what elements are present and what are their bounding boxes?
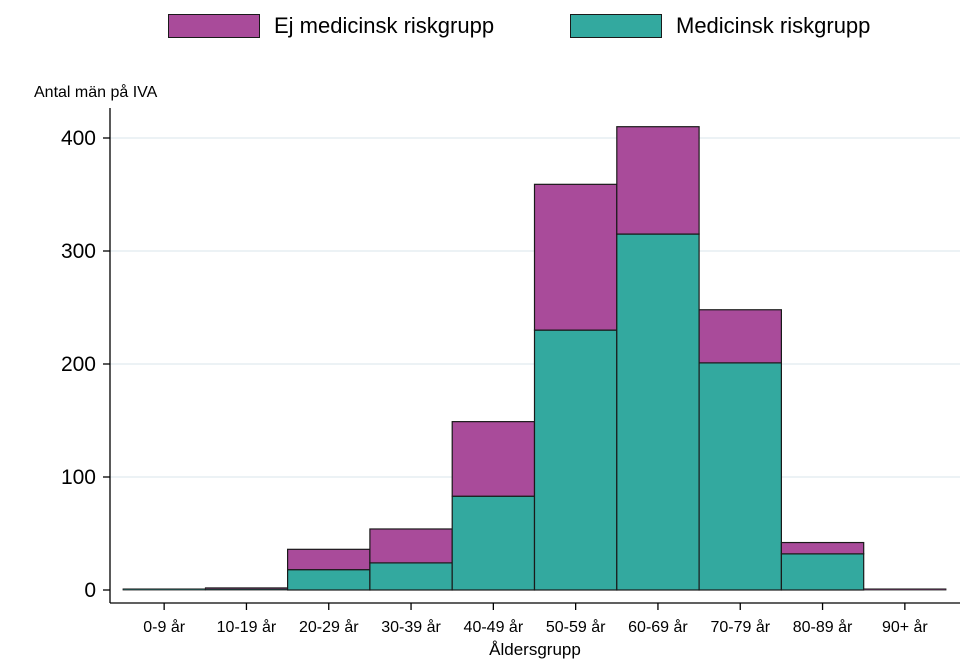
x-tick-label: 0-9 år [143, 618, 185, 636]
bar-medicinsk-8 [780, 553, 865, 591]
bar-ej-medicinsk-4 [451, 421, 536, 497]
legend-swatch-medicinsk [570, 14, 662, 38]
x-tick-label: 60-69 år [628, 618, 688, 636]
legend-label-medicinsk: Medicinsk riskgrupp [676, 13, 871, 38]
legend-swatch-ej-medicinsk [168, 14, 260, 38]
y-axis-label: Antal män på IVA [34, 84, 158, 101]
y-tick-label: 200 [61, 353, 96, 376]
x-tick-label: 70-79 år [710, 618, 770, 636]
legend: Ej medicinsk riskgrupp Medicinsk riskgru… [0, 12, 960, 42]
x-tick-label: 40-49 år [464, 618, 524, 636]
legend-item-medicinsk: Medicinsk riskgrupp [570, 12, 870, 40]
legend-label-ej-medicinsk: Ej medicinsk riskgrupp [274, 13, 495, 38]
bar-ej-medicinsk-2 [287, 548, 371, 571]
bar-ej-medicinsk-5 [533, 183, 618, 331]
bar-ej-medicinsk-9 [863, 588, 947, 591]
y-tick-label: 400 [61, 127, 96, 150]
y-tick-label: 300 [61, 240, 96, 263]
bar-ej-medicinsk-7 [698, 309, 782, 364]
bar-medicinsk-6 [616, 233, 700, 591]
bar-ej-medicinsk-3 [369, 528, 453, 564]
bar-medicinsk-3 [369, 562, 453, 591]
x-tick-label: 90+ år [882, 618, 928, 636]
x-tick-label: 10-19 år [217, 618, 277, 636]
bar-medicinsk-0 [122, 588, 206, 591]
bar-medicinsk-7 [698, 362, 782, 591]
bar-medicinsk-2 [287, 569, 371, 591]
bar-medicinsk-4 [451, 495, 536, 591]
y-tick-label: 0 [84, 579, 96, 602]
x-tick-label: 50-59 år [546, 618, 606, 636]
bar-ej-medicinsk-8 [780, 541, 865, 555]
x-axis-label: Åldersgrupp [489, 640, 581, 659]
y-tick-label: 100 [61, 466, 96, 489]
legend-item-ej-medicinsk: Ej medicinsk riskgrupp [168, 12, 494, 40]
x-tick-label: 20-29 år [299, 618, 359, 636]
bar-medicinsk-5 [533, 329, 618, 591]
bar-ej-medicinsk-1 [204, 587, 289, 590]
x-tick-label: 30-39 år [381, 618, 441, 636]
x-tick-label: 80-89 år [793, 618, 853, 636]
bar-ej-medicinsk-6 [616, 126, 700, 235]
